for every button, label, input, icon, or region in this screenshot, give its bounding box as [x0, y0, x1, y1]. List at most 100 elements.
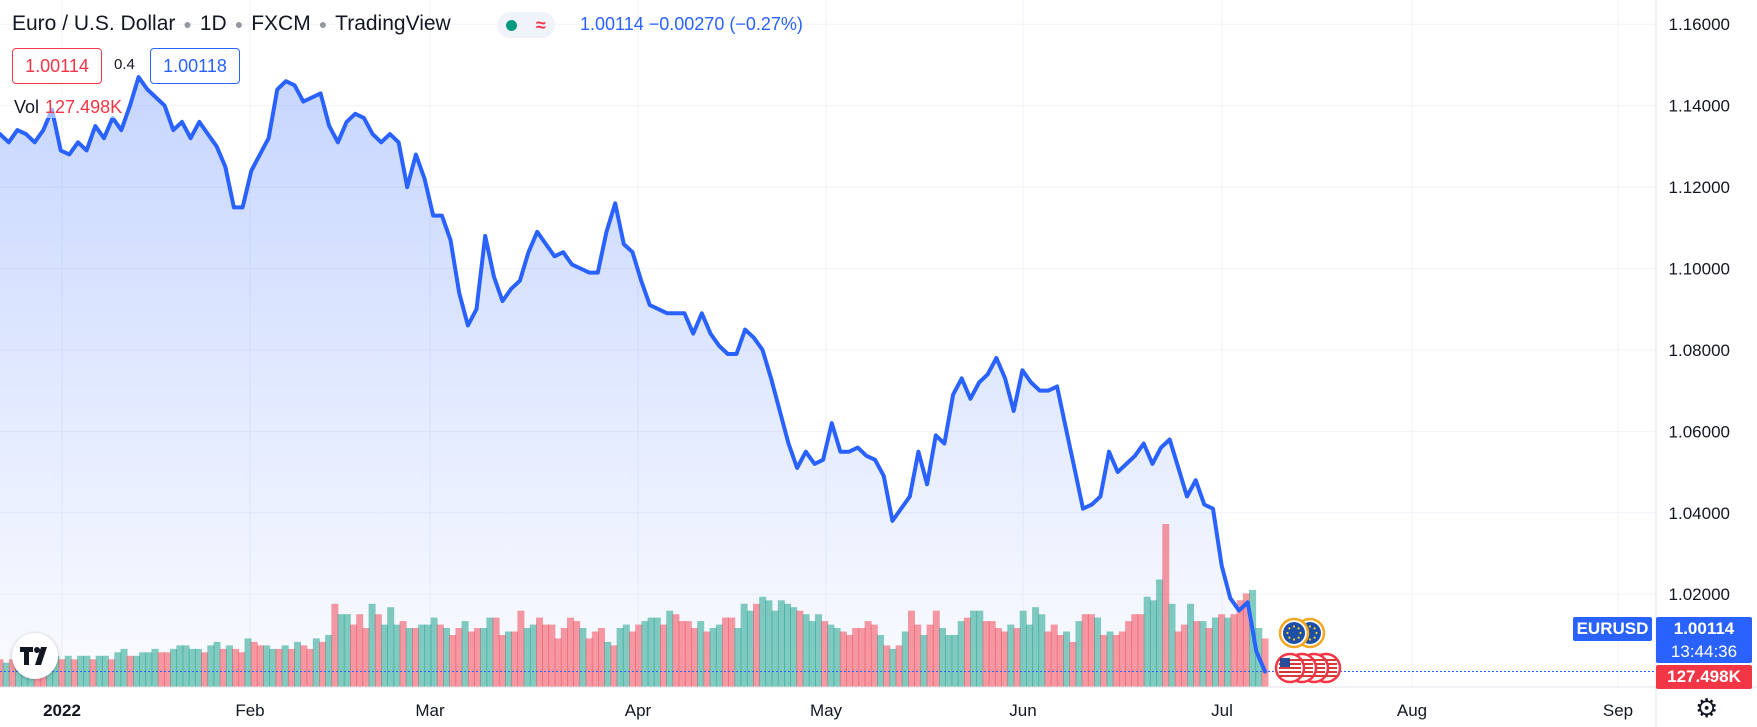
volume-bar [1149, 600, 1157, 687]
volume-bar [70, 659, 78, 687]
volume-bar [325, 635, 333, 687]
volume-bar [213, 641, 221, 687]
volume-bar [443, 628, 450, 687]
volume-bar [294, 641, 302, 687]
volume-bar [1094, 617, 1102, 687]
exchange: FXCM [251, 12, 311, 35]
volume-bar [8, 659, 16, 687]
volume-bar [126, 655, 134, 687]
volume-bar [963, 617, 971, 687]
volume-bar [58, 659, 66, 687]
volume-bar [467, 631, 475, 687]
separator-dot: ● [318, 16, 328, 32]
volume-bar [263, 645, 271, 687]
volume-bar [1131, 614, 1139, 687]
volume-bar [523, 628, 531, 687]
volume-bar [449, 635, 457, 687]
volume-bar [678, 621, 686, 687]
volume-bar [1075, 621, 1083, 687]
market-status[interactable]: ≈ [497, 12, 555, 38]
volume-bar [647, 617, 655, 687]
spread: 0.4 [114, 56, 135, 73]
volume-bar [250, 641, 258, 687]
price-area [0, 77, 1265, 688]
volume-bar [1007, 624, 1015, 687]
volume-bar [567, 617, 574, 687]
volume-bar [1143, 596, 1151, 687]
volume-bar [1087, 614, 1095, 687]
source: TradingView [335, 12, 451, 35]
symbol-header[interactable]: Euro / U.S. Dollar ● 1D ● FXCM ● Trading… [12, 10, 451, 38]
volume-bar [287, 648, 295, 687]
volume-bar [461, 621, 469, 687]
volume-bar [833, 628, 841, 687]
buy-button[interactable]: 1.00118 [150, 48, 240, 84]
volume-bar [1125, 621, 1133, 687]
symbol-name: Euro / U.S. Dollar [12, 12, 176, 35]
volume-bar [2, 662, 10, 687]
volume-bar [244, 638, 252, 687]
volume-bar [151, 648, 159, 687]
volume-bar [256, 645, 264, 687]
eu-flag-icon[interactable] [1278, 617, 1310, 649]
volume-bar [337, 614, 345, 687]
volume-bar [343, 614, 351, 687]
volume-bar [852, 628, 860, 687]
volume-bar [629, 631, 636, 687]
volume-bar [883, 645, 891, 687]
volume-bar [771, 610, 779, 687]
volume-bar [1069, 641, 1077, 687]
volume-bar [970, 610, 978, 687]
volume-bar [139, 652, 147, 687]
volume-bar [982, 621, 990, 687]
volume-bar [381, 624, 388, 687]
volume-legend[interactable]: Vol 127.498K [12, 97, 125, 118]
y-tick-label: 1.16000 [1669, 15, 1730, 34]
volume-bar [498, 635, 506, 687]
volume-bar [1112, 635, 1120, 687]
volume-bar [95, 655, 103, 687]
change-percent: (−0.27%) [729, 14, 803, 34]
volume-bar [157, 652, 165, 687]
gear-icon[interactable]: ⚙ [1695, 693, 1719, 723]
volume-bar [591, 631, 599, 687]
volume-bar [1193, 621, 1201, 687]
volume-bar [89, 659, 97, 687]
volume-bar [436, 624, 444, 687]
volume-bar [207, 645, 215, 687]
volume-bar [52, 655, 60, 687]
volume-bar [1168, 603, 1176, 687]
volume-bar [393, 624, 401, 687]
volume-bar [424, 624, 432, 687]
volume-bar [1001, 631, 1009, 687]
volume-bar [579, 628, 587, 687]
sell-button[interactable]: 1.00114 [12, 48, 102, 84]
volume-bar [1032, 607, 1040, 687]
volume-bar [920, 635, 928, 687]
volume-bar [684, 621, 692, 687]
volume-bar [455, 628, 463, 687]
volume-bar [399, 621, 407, 687]
volume-bar [988, 621, 996, 687]
volume-bar [542, 624, 550, 687]
volume-bar [1224, 617, 1232, 687]
volume-bar [877, 635, 884, 687]
volume-bar [306, 648, 314, 687]
volume-bar [1081, 614, 1089, 687]
volume-bar [610, 645, 618, 687]
volume-bar [1211, 617, 1219, 687]
volume-bar [170, 648, 178, 687]
volume-bar [529, 624, 537, 687]
volume-bar [1242, 593, 1250, 687]
volume-bar [145, 652, 153, 687]
tradingview-logo[interactable] [12, 633, 58, 679]
interval: 1D [199, 12, 227, 35]
volume-bar [1236, 600, 1244, 687]
volume-bar [1187, 603, 1195, 687]
volume-bar [225, 645, 233, 687]
us-flag-icon[interactable] [1274, 652, 1306, 684]
volume-bar [604, 641, 612, 687]
volume-bar [1025, 624, 1033, 687]
volume-bar [182, 645, 190, 687]
